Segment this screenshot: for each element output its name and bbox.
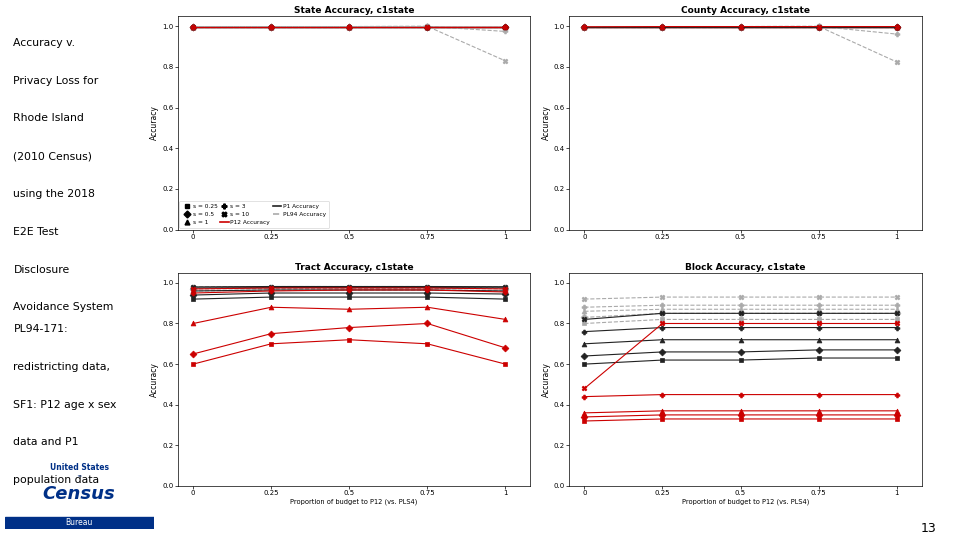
Y-axis label: Accuracy: Accuracy <box>541 362 551 397</box>
Text: Bureau: Bureau <box>65 518 93 528</box>
Title: Tract Accuracy, c1state: Tract Accuracy, c1state <box>295 263 414 272</box>
Text: E2E Test: E2E Test <box>13 227 59 237</box>
Text: Avoidance System: Avoidance System <box>13 302 114 313</box>
Bar <box>5 517 154 529</box>
Text: redistricting data,: redistricting data, <box>13 362 110 372</box>
Text: 13: 13 <box>921 522 936 535</box>
Title: County Accuracy, c1state: County Accuracy, c1state <box>681 6 809 16</box>
Text: Disclosure: Disclosure <box>13 265 70 275</box>
Text: United States: United States <box>50 463 108 472</box>
Text: Accuracy v.: Accuracy v. <box>13 38 76 48</box>
Text: Census: Census <box>43 485 115 503</box>
Y-axis label: Accuracy: Accuracy <box>151 105 159 140</box>
Text: Privacy Loss for: Privacy Loss for <box>13 76 99 86</box>
Text: population data: population data <box>13 475 100 485</box>
Title: State Accuracy, c1state: State Accuracy, c1state <box>294 6 415 16</box>
Text: SF1: P12 age x sex: SF1: P12 age x sex <box>13 400 117 410</box>
Text: data and P1: data and P1 <box>13 437 79 448</box>
Text: ™: ™ <box>77 476 82 481</box>
Title: Block Accuracy, c1state: Block Accuracy, c1state <box>684 263 805 272</box>
Y-axis label: Accuracy: Accuracy <box>151 362 159 397</box>
Y-axis label: Accuracy: Accuracy <box>541 105 551 140</box>
Text: Rhode Island: Rhode Island <box>13 113 84 124</box>
Legend: s = 0.25, s = 0.5, s = 1, s = 3, s = 10, P12 Accuracy, P1 Accuracy, PL94 Accurac: s = 0.25, s = 0.5, s = 1, s = 3, s = 10,… <box>180 201 329 228</box>
Text: (2010 Census): (2010 Census) <box>13 151 92 161</box>
X-axis label: Proportion of budget to P12 (vs. PLS4): Proportion of budget to P12 (vs. PLS4) <box>290 499 418 505</box>
Text: PL94-171:: PL94-171: <box>13 324 68 334</box>
Text: using the 2018: using the 2018 <box>13 189 95 199</box>
X-axis label: Proportion of budget to P12 (vs. PLS4): Proportion of budget to P12 (vs. PLS4) <box>682 499 809 505</box>
